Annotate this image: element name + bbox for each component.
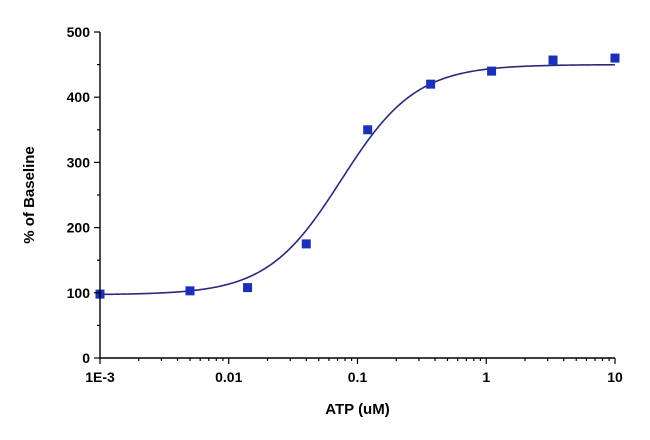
x-tick-label: 1E-3	[85, 369, 115, 385]
x-tick-label: 0.1	[348, 369, 368, 385]
data-point	[610, 53, 620, 63]
y-tick-label: 0	[82, 350, 90, 366]
data-point	[548, 55, 558, 65]
data-point	[487, 66, 497, 76]
data-points	[95, 53, 620, 299]
data-point	[363, 125, 373, 135]
x-axis-label: ATP (uM)	[325, 401, 389, 418]
y-tick-label: 100	[67, 285, 91, 301]
data-point	[301, 239, 311, 249]
y-axis-label: % of Baseline	[21, 146, 38, 244]
x-tick-label: 1	[482, 369, 490, 385]
y-tick-label: 300	[67, 154, 91, 170]
y-tick-label: 500	[67, 24, 91, 40]
y-tick-label: 400	[67, 89, 91, 105]
x-tick-label: 0.01	[215, 369, 242, 385]
y-tick-label: 200	[67, 220, 91, 236]
data-point	[243, 283, 253, 293]
plot-area	[95, 53, 620, 299]
x-axis: 1E-3 0.01 0.1 1 10	[85, 358, 623, 385]
fit-curve	[99, 63, 616, 296]
data-point	[426, 79, 436, 89]
y-axis: 0 100 200 300 400 500	[67, 24, 100, 366]
x-tick-label: 10	[607, 369, 623, 385]
data-point	[185, 286, 195, 296]
